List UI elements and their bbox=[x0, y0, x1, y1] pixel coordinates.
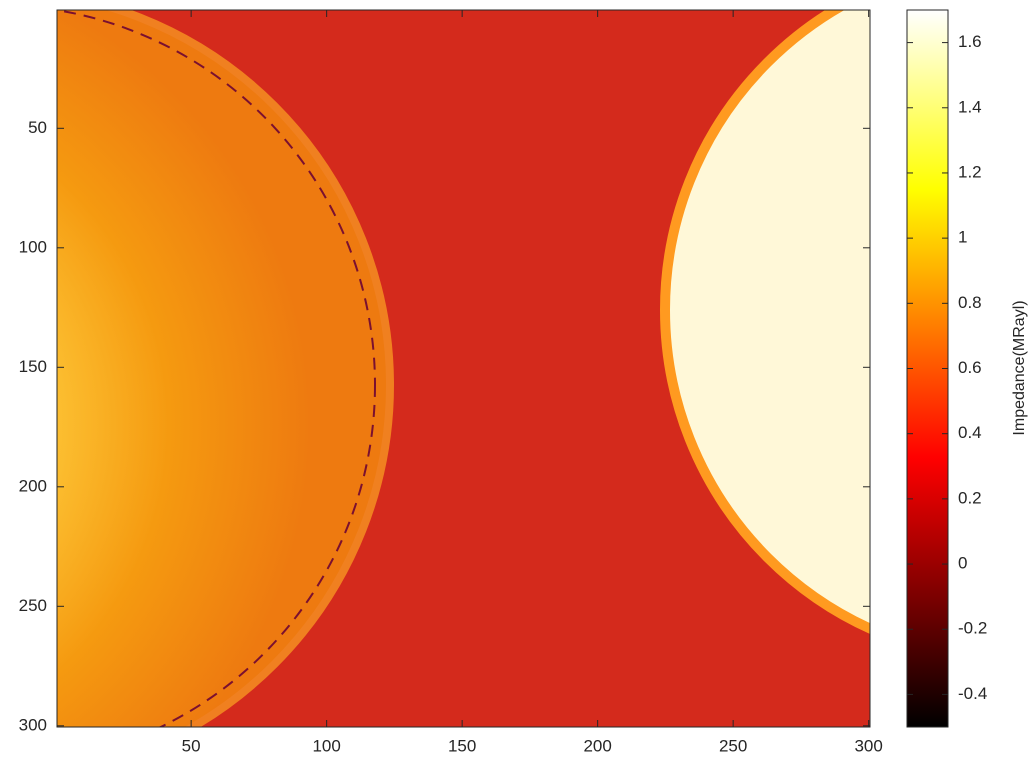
x-tick-label: 300 bbox=[854, 736, 882, 755]
colorbar-tick-label: 0 bbox=[958, 554, 967, 573]
colorbar-tick-label: 1.6 bbox=[958, 32, 982, 51]
chart: Impedance(MRayl) 50 100 150 200 250 300 50 100 1… bbox=[0, 0, 1032, 767]
x-tick-label: 150 bbox=[448, 736, 476, 755]
y-tick-label: 100 bbox=[19, 237, 47, 256]
y-tick-label: 250 bbox=[19, 596, 47, 615]
colorbar-tick-label: 1.4 bbox=[958, 97, 982, 116]
colorbar-tick-label: 0.8 bbox=[958, 293, 982, 312]
y-tick-label: 150 bbox=[19, 357, 47, 376]
y-tick-label: 50 bbox=[28, 118, 47, 137]
y-tick-label: 300 bbox=[19, 715, 47, 734]
colorbar-tick-label: 0.2 bbox=[958, 488, 982, 507]
colorbar-tick-label: -0.4 bbox=[958, 684, 987, 703]
colorbar-tick-label: 1 bbox=[958, 228, 967, 247]
x-tick-label: 250 bbox=[719, 736, 747, 755]
y-tick-label: 200 bbox=[19, 476, 47, 495]
x-tick-label: 200 bbox=[583, 736, 611, 755]
x-tick-label: 100 bbox=[312, 736, 340, 755]
colorbar-label: Impedance(MRayl) bbox=[1011, 300, 1028, 435]
colorbar-tick-label: 0.6 bbox=[958, 358, 982, 377]
colorbar bbox=[907, 10, 948, 727]
colorbar-tick-label: -0.2 bbox=[958, 619, 987, 638]
image bbox=[0, 0, 1032, 767]
colorbar-tick-label: 0.4 bbox=[958, 423, 982, 442]
colorbar-tick-label: 1.2 bbox=[958, 162, 982, 181]
x-tick-label: 50 bbox=[182, 736, 201, 755]
